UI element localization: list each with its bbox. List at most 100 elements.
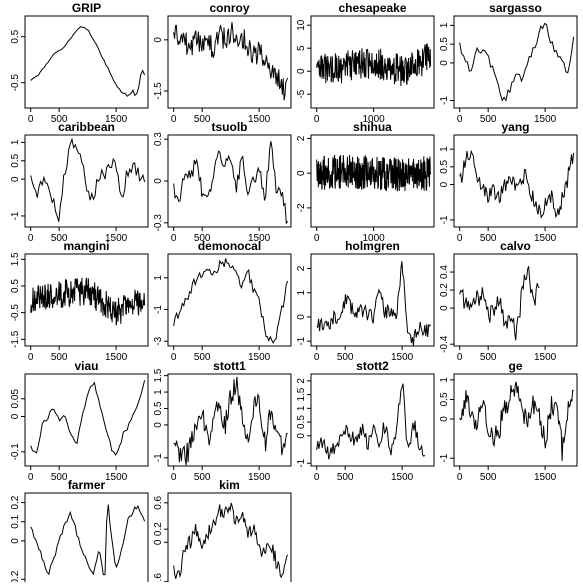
y-tick-label: 1: [296, 405, 307, 411]
panel-viau: viau 0 500 1500 -0.1 0 0.05: [10, 359, 149, 483]
y-tick-label: 0.2: [439, 283, 450, 297]
x-tick-label: 0: [457, 114, 463, 125]
panel-calvo: calvo 0 500 1500 -0.4 0 0.2 0.4: [439, 239, 578, 363]
y-tick-label: 0.1: [10, 514, 21, 528]
plot-frame: [310, 373, 435, 467]
series-line: [30, 277, 146, 326]
panel-title: tsuolb: [212, 120, 248, 134]
x-tick-label: 1500: [105, 352, 128, 363]
y-tick-label: -0.5: [10, 304, 21, 322]
x-tick-label: 1500: [105, 233, 128, 244]
y-tick-label: 1: [296, 290, 307, 296]
y-tick-label: 1: [439, 146, 450, 152]
x-tick-label: 0: [171, 352, 177, 363]
y-tick-label: 0.6: [153, 495, 164, 509]
series-line: [316, 261, 431, 346]
panel-ge: ge 0 500 1500 -1 0 0.5 1: [439, 359, 578, 483]
panel-kim: kim05001500-0.600.20.6: [153, 478, 292, 587]
x-tick-label: 0: [457, 352, 463, 363]
x-tick-label: 500: [51, 114, 68, 125]
y-tick-label: -0.6: [153, 573, 164, 582]
y-tick-label: 0.5: [439, 37, 450, 51]
x-tick-label: 0: [28, 233, 34, 244]
x-tick-label: 1500: [105, 114, 128, 125]
y-tick-label: -1: [439, 215, 450, 224]
series-line: [316, 43, 432, 87]
series-line: [173, 22, 289, 101]
panel-chesapeake: chesapeake 0 1000 -5 0 5 10: [296, 1, 435, 125]
panel-title: GRIP: [72, 1, 101, 15]
y-tick-label: 0: [10, 413, 21, 419]
x-tick-label: 1500: [248, 472, 271, 483]
panel-title: stott1: [213, 359, 246, 373]
y-tick-label: 0: [10, 176, 21, 182]
panel-title: caribbean: [58, 120, 115, 134]
x-tick-label: 500: [480, 114, 497, 125]
panel-title: ge: [508, 359, 522, 373]
y-tick-label: 0.5: [10, 29, 21, 43]
y-tick-label: 0: [439, 60, 450, 66]
y-tick-label: 0: [10, 538, 21, 544]
y-tick-label: 0.2: [10, 495, 21, 509]
x-tick-label: 500: [51, 472, 68, 483]
y-tick-label: 1: [153, 275, 164, 281]
x-tick-label: 500: [337, 352, 354, 363]
plot-frame: [453, 373, 578, 467]
y-tick-label: -1: [296, 336, 307, 345]
panel-conroy: conroy 0 500 1500 -1.5 0: [153, 1, 292, 125]
y-tick-label: 0: [153, 422, 164, 428]
y-tick-label: -2: [296, 203, 307, 212]
panel-title: conroy: [209, 1, 249, 15]
y-tick-label: 0: [296, 314, 307, 320]
plot-frame: [453, 134, 578, 228]
y-tick-label: 0: [439, 416, 450, 422]
plot-frame: [310, 15, 435, 109]
y-tick-label: 0.5: [439, 392, 450, 406]
y-tick-label: 0.4: [439, 265, 450, 279]
y-tick-label: -0.3: [153, 214, 164, 232]
series-line: [30, 380, 146, 456]
panel-sargasso: sargasso 0 500 1500 -1 0 0.5 1: [439, 1, 578, 125]
x-tick-label: 1500: [248, 352, 271, 363]
y-tick-label: -1: [10, 211, 21, 220]
x-tick-label: 1500: [391, 472, 414, 483]
panel-caribbean: caribbean 0 500 1500 -1 0 0.5 1: [10, 120, 149, 244]
x-tick-label: 1500: [248, 114, 271, 125]
x-tick-label: 0: [457, 472, 463, 483]
plot-frame: [453, 253, 578, 347]
panel-stott1: stott1 0 500 1500 -1 0 0.5 1 1.5: [153, 359, 292, 483]
series-line: [173, 502, 289, 579]
x-tick-label: 500: [194, 352, 211, 363]
x-tick-label: 500: [480, 472, 497, 483]
panel-title: yang: [501, 120, 529, 134]
x-tick-label: 1500: [105, 472, 128, 483]
panel-farmer: farmer05001500-0.200.10.2: [10, 478, 149, 587]
x-tick-label: 1500: [391, 352, 414, 363]
x-tick-label: 1500: [534, 114, 557, 125]
y-tick-label: -1.5: [10, 330, 21, 348]
y-tick-label: -0.4: [439, 335, 450, 353]
y-tick-label: -0.1: [10, 443, 21, 461]
panel-holmgren: holmgren 0 500 1500 -1 0 1 2: [296, 239, 435, 363]
plot-frame: [24, 373, 149, 467]
x-tick-label: 0: [171, 233, 177, 244]
panel-title: viau: [74, 359, 98, 373]
y-tick-label: 0.5: [439, 159, 450, 173]
y-tick-label: 1: [153, 389, 164, 395]
x-tick-label: 500: [480, 233, 497, 244]
y-tick-label: -3: [153, 336, 164, 345]
series-line: [316, 383, 426, 460]
panel-demonocal: demonocal 0 500 1500 -3 -1 1: [153, 239, 292, 363]
series-line: [30, 26, 146, 97]
x-tick-label: 0: [457, 233, 463, 244]
y-tick-label: 0: [153, 178, 164, 184]
x-tick-label: 1500: [534, 472, 557, 483]
x-tick-label: 500: [337, 472, 354, 483]
y-tick-label: 1: [439, 22, 450, 28]
series-line: [30, 137, 146, 222]
x-tick-label: 500: [194, 233, 211, 244]
y-tick-label: 0.05: [10, 389, 21, 409]
y-tick-label: 1: [439, 377, 450, 383]
x-tick-label: 0: [314, 233, 320, 244]
